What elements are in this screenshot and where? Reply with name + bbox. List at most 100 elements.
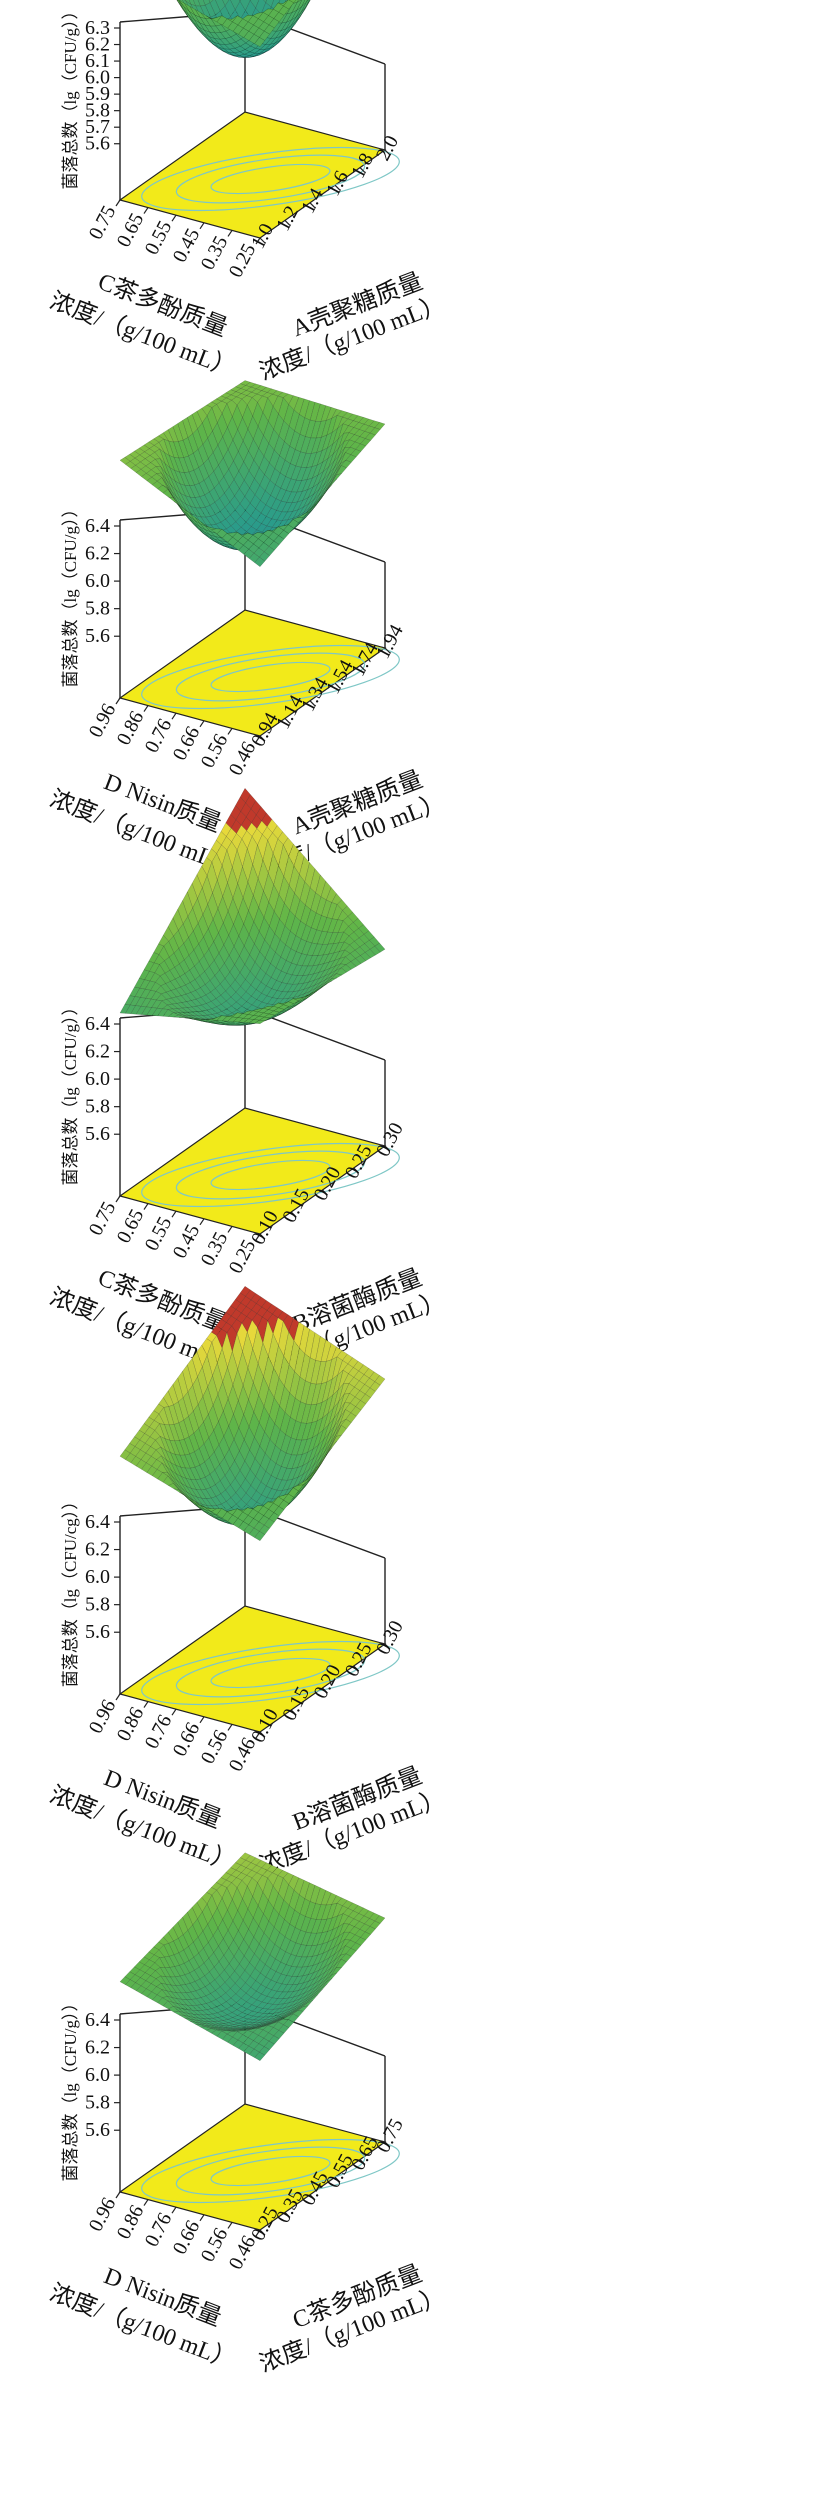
- z-tick-label: 6.0: [85, 67, 110, 89]
- surface-cell: [360, 1931, 371, 1941]
- surface-cell: [364, 949, 376, 959]
- z-tick-label: 5.6: [85, 625, 110, 647]
- surface-cell: [268, 2035, 280, 2045]
- right-axis-tick-mark: [384, 149, 391, 156]
- surface-cell: [369, 427, 381, 436]
- surface-cell: [316, 489, 328, 504]
- right-axis-tick-mark: [384, 647, 391, 654]
- chart-panel-5: 5.6 5.8 6.0 6.2 6.4 菌落总数（lg（CFU/g）） 0.96 0.86 0.…: [0, 1852, 827, 2490]
- right-axis-tick-mark: [322, 1189, 328, 1196]
- contour-line: [175, 2146, 366, 2196]
- left-axis-tick-mark: [199, 1716, 205, 1724]
- surface-cell: [360, 1393, 371, 1405]
- left-axis-tick-mark: [115, 1195, 121, 1203]
- surface-cell: [307, 989, 318, 996]
- right-axis-tick-mark: [309, 202, 316, 209]
- z-tick-label: 6.3: [85, 17, 110, 39]
- right-axis-tick-mark: [290, 1709, 297, 1716]
- left-axis-tick-mark: [115, 2191, 121, 2199]
- z-ticks: 5.6 5.8 6.0 6.2 6.4: [85, 515, 120, 647]
- z-tick-label: 6.1: [85, 50, 110, 72]
- contour-line: [210, 1159, 331, 1191]
- surface-cell: [208, 0, 214, 4]
- surface-cell: [263, 546, 275, 556]
- right-axis-tick-mark: [259, 237, 266, 244]
- surface-cell: [369, 1920, 381, 1930]
- left-axis-tick-mark: [255, 2229, 261, 2237]
- right-axis-tick-mark: [384, 1145, 391, 1152]
- z-tick-label: 6.0: [85, 570, 110, 592]
- z-axis-label: 菌落总数（lg（CFU/cg））: [61, 1493, 80, 1688]
- left-axis-tick-mark: [227, 728, 233, 735]
- surface-cell: [278, 1499, 290, 1510]
- surface-cell: [259, 1524, 270, 1535]
- response-surface: [176, 0, 311, 58]
- surface-cell: [268, 1010, 280, 1016]
- z-ticks: 5.6 5.8 6.0 6.2 6.4: [85, 1013, 120, 1145]
- right-axis-tick-label: 0.30: [372, 1617, 408, 1658]
- right-axis-tick-mark: [353, 1665, 360, 1672]
- surface-cell: [259, 30, 270, 41]
- right-axis-tick-mark: [334, 682, 341, 689]
- z-tick-label: 6.2: [85, 34, 110, 56]
- response-surface: [119, 1286, 386, 1542]
- contour-line: [210, 661, 331, 693]
- z-tick-label: 6.4: [85, 1013, 110, 1035]
- z-tick-label: 5.9: [85, 83, 110, 105]
- surface-cell: [263, 0, 267, 3]
- left-axis-tick-mark: [227, 1226, 233, 1233]
- z-tick-label: 6.0: [85, 1068, 110, 1090]
- surface-cell: [258, 1016, 271, 1022]
- surface-cell: [369, 1381, 381, 1392]
- surface-cell: [305, 0, 311, 7]
- right-axis-tick-mark: [353, 1167, 360, 1174]
- surface-cell: [239, 0, 241, 2]
- surface-cell: [335, 1958, 347, 1968]
- surface-cell: [254, 1531, 266, 1542]
- z-tick-label: 6.4: [85, 1511, 110, 1533]
- right-axis-tick-mark: [259, 1731, 266, 1738]
- z-tick-label: 5.7: [85, 116, 110, 138]
- surface-cell: [355, 955, 367, 964]
- left-axis-tick-mark: [143, 1701, 149, 1708]
- surface-cell: [259, 2046, 270, 2056]
- contour-line: [175, 1150, 366, 1200]
- surface-cell: [300, 0, 310, 13]
- surface-cell: [263, 1518, 275, 1529]
- z-axis-label: 菌落总数（lg（CFU/g））: [61, 1994, 80, 2181]
- right-axis-tick-mark: [259, 735, 266, 742]
- surface-cell: [335, 465, 347, 476]
- surface-cell: [268, 1512, 280, 1523]
- response-surface: [119, 787, 386, 1026]
- surface-cell: [249, 0, 251, 1]
- right-axis-tick-mark: [259, 2229, 266, 2236]
- contour-line: [175, 652, 366, 702]
- surface-cell: [321, 980, 333, 988]
- surface-plot-svg: 5.65.75.85.96.06.16.26.3菌落总数（lg（CFU/g））0…: [46, 0, 449, 386]
- surface-cell: [360, 952, 371, 962]
- contour-line: [210, 2155, 331, 2187]
- surface-cell: [259, 551, 270, 562]
- z-tick-label: 6.2: [85, 2037, 110, 2059]
- left-axis-tick-mark: [115, 1693, 121, 1701]
- left-axis-tick-mark: [171, 1708, 177, 1716]
- z-ticks: 5.6 5.8 6.0 6.2 6.4: [85, 1511, 120, 1643]
- surface-cell: [335, 1425, 347, 1437]
- right-axis-tick-mark: [384, 2141, 391, 2148]
- surface-cell: [176, 0, 178, 2]
- surface-plot-svg: 5.65.86.06.26.4菌落总数（lg（CFU/cg））0.960.860…: [46, 1286, 449, 1880]
- surface-cell: [326, 478, 338, 491]
- left-axis-tick-mark: [255, 237, 261, 245]
- left-axis-tick-mark: [227, 1724, 233, 1731]
- contour-line: [141, 644, 400, 710]
- z-tick-label: 6.4: [85, 2009, 110, 2031]
- surface-cell: [254, 2051, 266, 2061]
- contour-line: [141, 146, 400, 212]
- surface-cell: [296, 0, 302, 3]
- left-axis-tick-mark: [143, 2199, 149, 2206]
- z-tick-label: 5.6: [85, 1123, 110, 1145]
- surface-cell: [263, 1013, 275, 1019]
- surface-cell: [283, 524, 295, 534]
- z-tick-label: 6.2: [85, 1539, 110, 1561]
- surface-cell: [364, 432, 376, 441]
